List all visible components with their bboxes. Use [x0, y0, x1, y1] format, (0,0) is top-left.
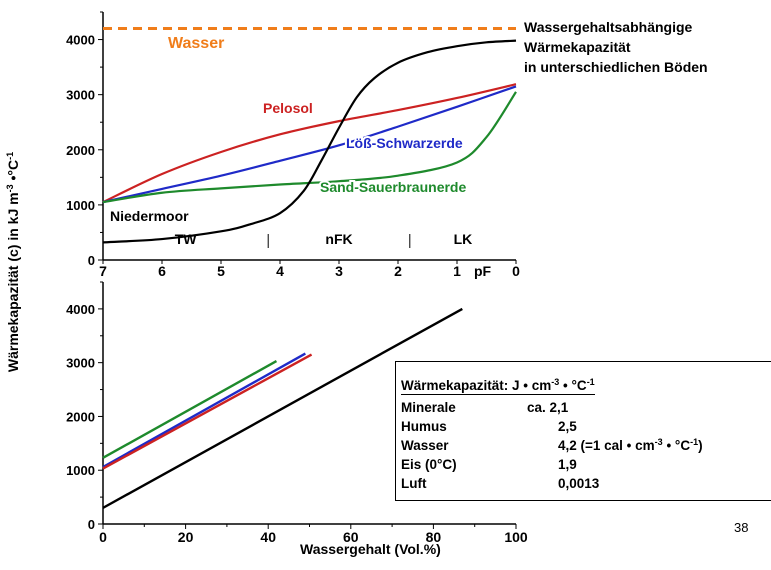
x-tick-label: 60 [343, 529, 359, 545]
series-label: Sand-Sauerbraunerde [320, 179, 466, 195]
figure-title-line: in unterschiedlichen Böden [524, 59, 708, 75]
y-tick-label: 2000 [66, 143, 95, 158]
x-tick-label: 40 [260, 529, 276, 545]
y-tick-label: 3000 [66, 88, 95, 103]
series-label: Löß-Schwarzerde [346, 135, 463, 151]
x-tick-label: 0 [512, 263, 520, 279]
x-tick-label: 2 [394, 263, 402, 279]
zone-label: LK [454, 231, 473, 247]
x-tick-label: 7 [99, 263, 107, 279]
series-line-pelosol [102, 83, 517, 204]
y-tick-label: 1000 [66, 463, 95, 478]
series-line [102, 360, 278, 459]
x-axis-label: Wassergehalt (Vol.%) [300, 541, 441, 557]
series-line-sand-sauerbraunerde [102, 91, 517, 204]
series-line [102, 352, 306, 469]
x-tick-label: 5 [217, 263, 225, 279]
series-line [102, 307, 463, 509]
series-label: Pelosol [263, 100, 313, 116]
table-row: Wasser 4,2 (=1 cal • cm-3 • °C-1) [401, 437, 703, 454]
table-row: Luft 0,0013 [401, 476, 600, 491]
x-tick-label: 100 [504, 529, 528, 545]
y-axis-label: Wärmekapazität (c) in kJ m-3 •°C-1 [5, 151, 21, 373]
x-tick-label: 1 [453, 263, 461, 279]
y-tick-label: 4000 [66, 302, 95, 317]
figure-title-line: Wassergehaltsabhängige [524, 19, 693, 35]
series-label: Niedermoor [110, 208, 189, 224]
page-number: 38 [734, 520, 749, 535]
y-tick-label: 1000 [66, 198, 95, 213]
table-row: Minerale ca. 2,1 [401, 400, 569, 415]
y-tick-label: 2000 [66, 409, 95, 424]
y-tick-label: 0 [88, 517, 95, 532]
figure-title-line: Wärmekapazität [524, 39, 631, 55]
y-tick-label: 4000 [66, 33, 95, 48]
series-label: Wasser [168, 35, 224, 52]
x-tick-label: 20 [178, 529, 194, 545]
series-line [102, 353, 313, 470]
table-row: Eis (0°C) 1,9 [401, 457, 577, 472]
x-tick-label: 3 [335, 263, 343, 279]
x-tick-label: 80 [426, 529, 442, 545]
y-tick-label: 0 [88, 253, 95, 268]
figure-title: Wassergehaltsabhängige Wärmekapazität in… [524, 17, 708, 77]
x-tick-label: 0 [99, 529, 107, 545]
heat-capacity-table: Wärmekapazität: J • cm-3 • °C-1 Minerale… [395, 361, 771, 501]
series-line-niedermoor [102, 39, 517, 244]
zone-label: TW [175, 231, 198, 247]
zone-label: nFK [325, 231, 352, 247]
x-tick-label: 6 [158, 263, 166, 279]
table-header: Wärmekapazität: J • cm-3 • °C-1 [401, 377, 595, 395]
series-line-l-schwarzerde [102, 85, 517, 204]
table-row: Humus 2,5 [401, 419, 577, 434]
x-axis-unit-label: pF [474, 263, 492, 279]
y-tick-label: 3000 [66, 356, 95, 371]
x-tick-label: 4 [276, 263, 284, 279]
